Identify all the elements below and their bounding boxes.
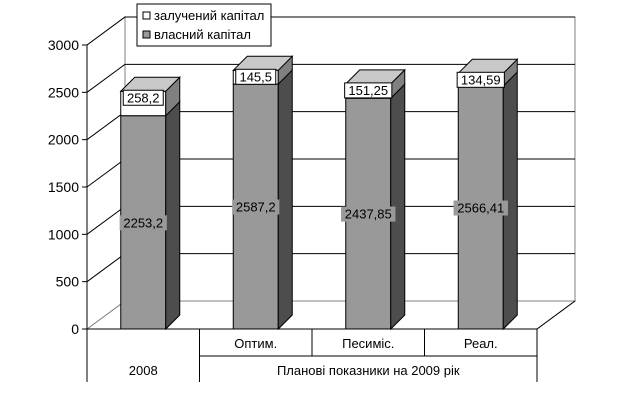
data-label-box	[341, 206, 396, 222]
y-tick-label: 2000	[48, 132, 79, 148]
legend-label: залучений капітал	[154, 8, 264, 23]
data-label-box	[453, 200, 508, 216]
gridline	[86, 63, 575, 93]
group-label: 2008	[129, 363, 158, 378]
data-label-box	[235, 68, 277, 85]
bars: 2253,2 258,2 2587,2 145,5 2437,85 151,25 2566,…	[119, 55, 519, 331]
legend-label: власний капітал	[154, 27, 251, 42]
legend-swatch	[142, 11, 151, 20]
y-tick-label: 500	[56, 274, 80, 290]
data-label: 2437,85	[345, 207, 392, 222]
y-tick-label: 0	[71, 321, 79, 337]
category-label: Реал.	[464, 336, 498, 351]
legend-box	[136, 3, 272, 47]
data-label-box	[344, 82, 393, 99]
legend-swatch	[142, 30, 151, 39]
category-label: Песиміс.	[342, 336, 394, 351]
data-label-box	[232, 199, 280, 215]
y-tick-label: 2500	[48, 84, 79, 100]
data-label: 151,25	[348, 83, 388, 98]
bar-side	[277, 68, 293, 331]
data-label: 258,2	[127, 90, 160, 105]
category-label: Оптим.	[234, 336, 277, 351]
data-label: 2587,2	[236, 200, 276, 215]
legend: залучений капітал власний капітал	[136, 3, 272, 47]
data-label: 2566,41	[457, 201, 504, 216]
gridline	[86, 16, 575, 46]
data-label-box	[119, 215, 167, 231]
data-label-box	[456, 71, 505, 88]
group-label: Планові показники на 2009 рік	[277, 363, 460, 378]
x-axis: Оптим. Песиміс. Реал. 2008 Планові показники…	[86, 329, 538, 382]
data-label: 145,5	[239, 69, 272, 84]
y-tick-label: 1000	[48, 226, 79, 242]
data-label-box	[122, 89, 164, 106]
bar-side	[165, 100, 181, 331]
data-label: 134,59	[461, 72, 501, 87]
data-label: 2253,2	[123, 215, 163, 230]
floor-edge	[536, 300, 576, 330]
y-tick-label: 3000	[48, 37, 79, 53]
y-tick-label: 1500	[48, 179, 79, 195]
